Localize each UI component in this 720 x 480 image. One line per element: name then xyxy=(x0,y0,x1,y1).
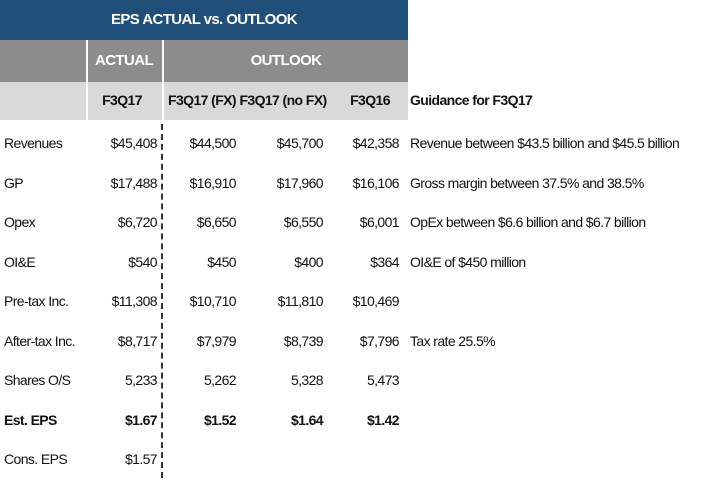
cell: $540 xyxy=(128,253,157,270)
group-header: ACTUAL xyxy=(94,52,154,69)
column-header: F3Q17 xyxy=(102,92,142,108)
cell: $1.67 xyxy=(124,411,158,428)
column-header-row xyxy=(0,82,408,120)
cell: $6,001 xyxy=(359,214,400,230)
cell: $6,650 xyxy=(196,214,237,230)
cell: $6,550 xyxy=(283,214,324,230)
guidance: OpEx between $6.6 billion and $6.7 billi… xyxy=(410,214,646,230)
cell: $450 xyxy=(207,253,236,270)
cell: $8,717 xyxy=(117,332,158,349)
separator xyxy=(86,40,88,120)
column-header: Guidance for F3Q17 xyxy=(410,92,533,108)
cell: $6,720 xyxy=(117,214,158,230)
guidance: Revenue between $43.5 billion and $45.5 … xyxy=(410,135,680,151)
row-label: Opex xyxy=(4,214,36,230)
column-header: F3Q16 xyxy=(350,92,390,108)
cell: 5,328 xyxy=(290,372,324,388)
row-label: Pre-tax Inc. xyxy=(4,293,69,309)
cell: $7,796 xyxy=(359,332,400,349)
cell: $7,979 xyxy=(196,332,237,349)
cell: $11,308 xyxy=(111,293,158,309)
cell: 5,262 xyxy=(203,372,237,388)
row-label: Est. EPS xyxy=(4,411,57,428)
row-label: After-tax Inc. xyxy=(4,332,76,349)
row-label: GP xyxy=(4,174,24,191)
column-header: F3Q17 (no FX) xyxy=(239,92,327,108)
cell: $364 xyxy=(370,253,399,270)
cell: $1.52 xyxy=(203,411,237,428)
cell: 5,233 xyxy=(124,372,158,388)
column-divider xyxy=(161,124,163,478)
cell: $10,710 xyxy=(189,293,237,309)
cell: 5,473 xyxy=(366,372,400,388)
separator xyxy=(162,40,164,120)
cell: $16,910 xyxy=(189,174,237,191)
cell: $42,358 xyxy=(352,135,400,151)
cell: $16,106 xyxy=(352,174,400,191)
guidance: Gross margin between 37.5% and 38.5% xyxy=(410,174,644,191)
cell: $44,500 xyxy=(189,135,237,151)
cell: $1.57 xyxy=(124,451,158,467)
cell: $1.42 xyxy=(366,411,400,428)
cell: $10,469 xyxy=(352,293,400,309)
cell: $45,408 xyxy=(110,135,158,151)
group-header: OUTLOOK xyxy=(250,52,322,69)
cell: $17,488 xyxy=(110,174,158,191)
column-header: F3Q17 (FX) xyxy=(168,92,237,108)
guidance: OI&E of $450 million xyxy=(410,253,526,270)
row-label: Shares O/S xyxy=(4,372,71,388)
guidance: Tax rate 25.5% xyxy=(410,332,496,349)
table-title: EPS ACTUAL vs. OUTLOOK xyxy=(0,0,408,40)
row-label: Cons. EPS xyxy=(4,451,68,467)
cell: $1.64 xyxy=(290,411,324,428)
row-label: OI&E xyxy=(4,253,36,270)
group-header-row: ACTUAL OUTLOOK xyxy=(0,40,408,82)
cell: $17,960 xyxy=(276,174,324,191)
row-label: Revenues xyxy=(4,135,63,151)
cell: $400 xyxy=(294,253,323,270)
cell: $45,700 xyxy=(276,135,324,151)
cell: $11,810 xyxy=(277,293,324,309)
cell: $8,739 xyxy=(283,332,324,349)
